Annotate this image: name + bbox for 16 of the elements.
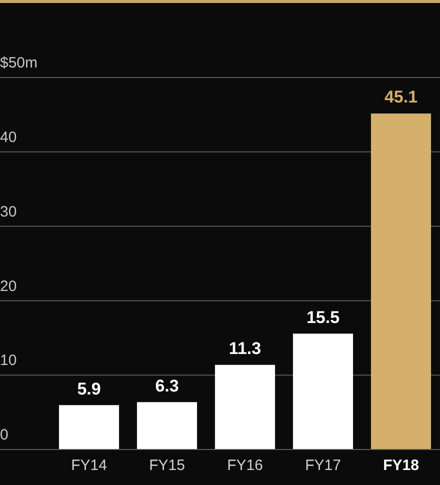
y-tick-label: 10 xyxy=(0,352,17,370)
y-tick-label: 0 xyxy=(0,426,8,444)
y-tick-label: 30 xyxy=(0,203,17,220)
data-label: 6.3 xyxy=(155,376,179,396)
y-tick-label: $50m xyxy=(0,54,38,72)
data-label: 5.9 xyxy=(77,379,101,398)
y-tick-label: 40 xyxy=(0,129,17,146)
x-tick-label: FY14 xyxy=(71,457,107,474)
x-tick-label: FY15 xyxy=(149,457,185,474)
data-label: 45.1 xyxy=(384,88,418,107)
x-tick-label: FY17 xyxy=(305,457,341,474)
x-tick-label: FY16 xyxy=(227,457,263,474)
data-label: 11.3 xyxy=(228,339,262,358)
x-tick-label: FY18 xyxy=(383,457,419,474)
y-tick-label: 20 xyxy=(0,278,17,295)
data-label: 15.5 xyxy=(306,308,340,327)
